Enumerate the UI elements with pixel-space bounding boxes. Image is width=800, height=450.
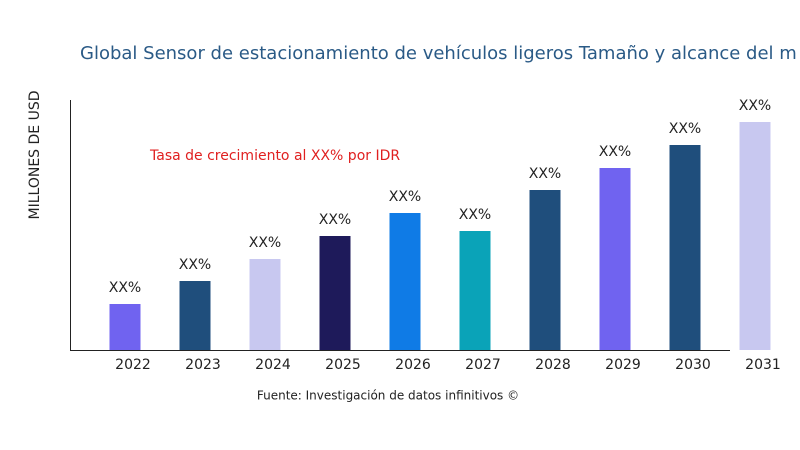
x-tick-label: 2026 [395, 357, 431, 373]
bar [669, 145, 701, 350]
data-label: XX% [319, 212, 351, 228]
bar [739, 122, 771, 350]
x-tick-label: 2022 [115, 357, 151, 373]
bar [319, 236, 351, 350]
data-label: XX% [669, 121, 701, 137]
bar [249, 259, 281, 350]
x-tick-label: 2023 [185, 357, 221, 373]
y-axis-label: MILLONES DE USD [27, 91, 43, 220]
data-label: XX% [389, 189, 421, 205]
x-tick-label: 2030 [675, 357, 711, 373]
bar [599, 168, 631, 350]
bar [459, 231, 491, 350]
chart-title: Global Sensor de estacionamiento de vehí… [80, 43, 797, 64]
data-label: XX% [249, 235, 281, 251]
x-tick-label: 2024 [255, 357, 291, 373]
x-tick-label: 2027 [465, 357, 501, 373]
bar [529, 190, 561, 350]
data-label: XX% [739, 98, 771, 114]
x-tick-label: 2031 [745, 357, 781, 373]
bar [109, 304, 141, 350]
annotation: Tasa de crecimiento al XX% por IDR [149, 148, 400, 164]
data-label: XX% [599, 144, 631, 160]
x-tick-label: 2028 [535, 357, 571, 373]
bar [389, 213, 421, 350]
data-label: XX% [529, 166, 561, 182]
x-tick-label: 2025 [325, 357, 361, 373]
bar [179, 281, 211, 350]
x-tick-label: 2029 [605, 357, 641, 373]
data-label: XX% [109, 280, 141, 296]
data-label: XX% [459, 207, 491, 223]
source: Fuente: Investigación de datos infinitiv… [257, 389, 519, 403]
data-label: XX% [179, 257, 211, 273]
